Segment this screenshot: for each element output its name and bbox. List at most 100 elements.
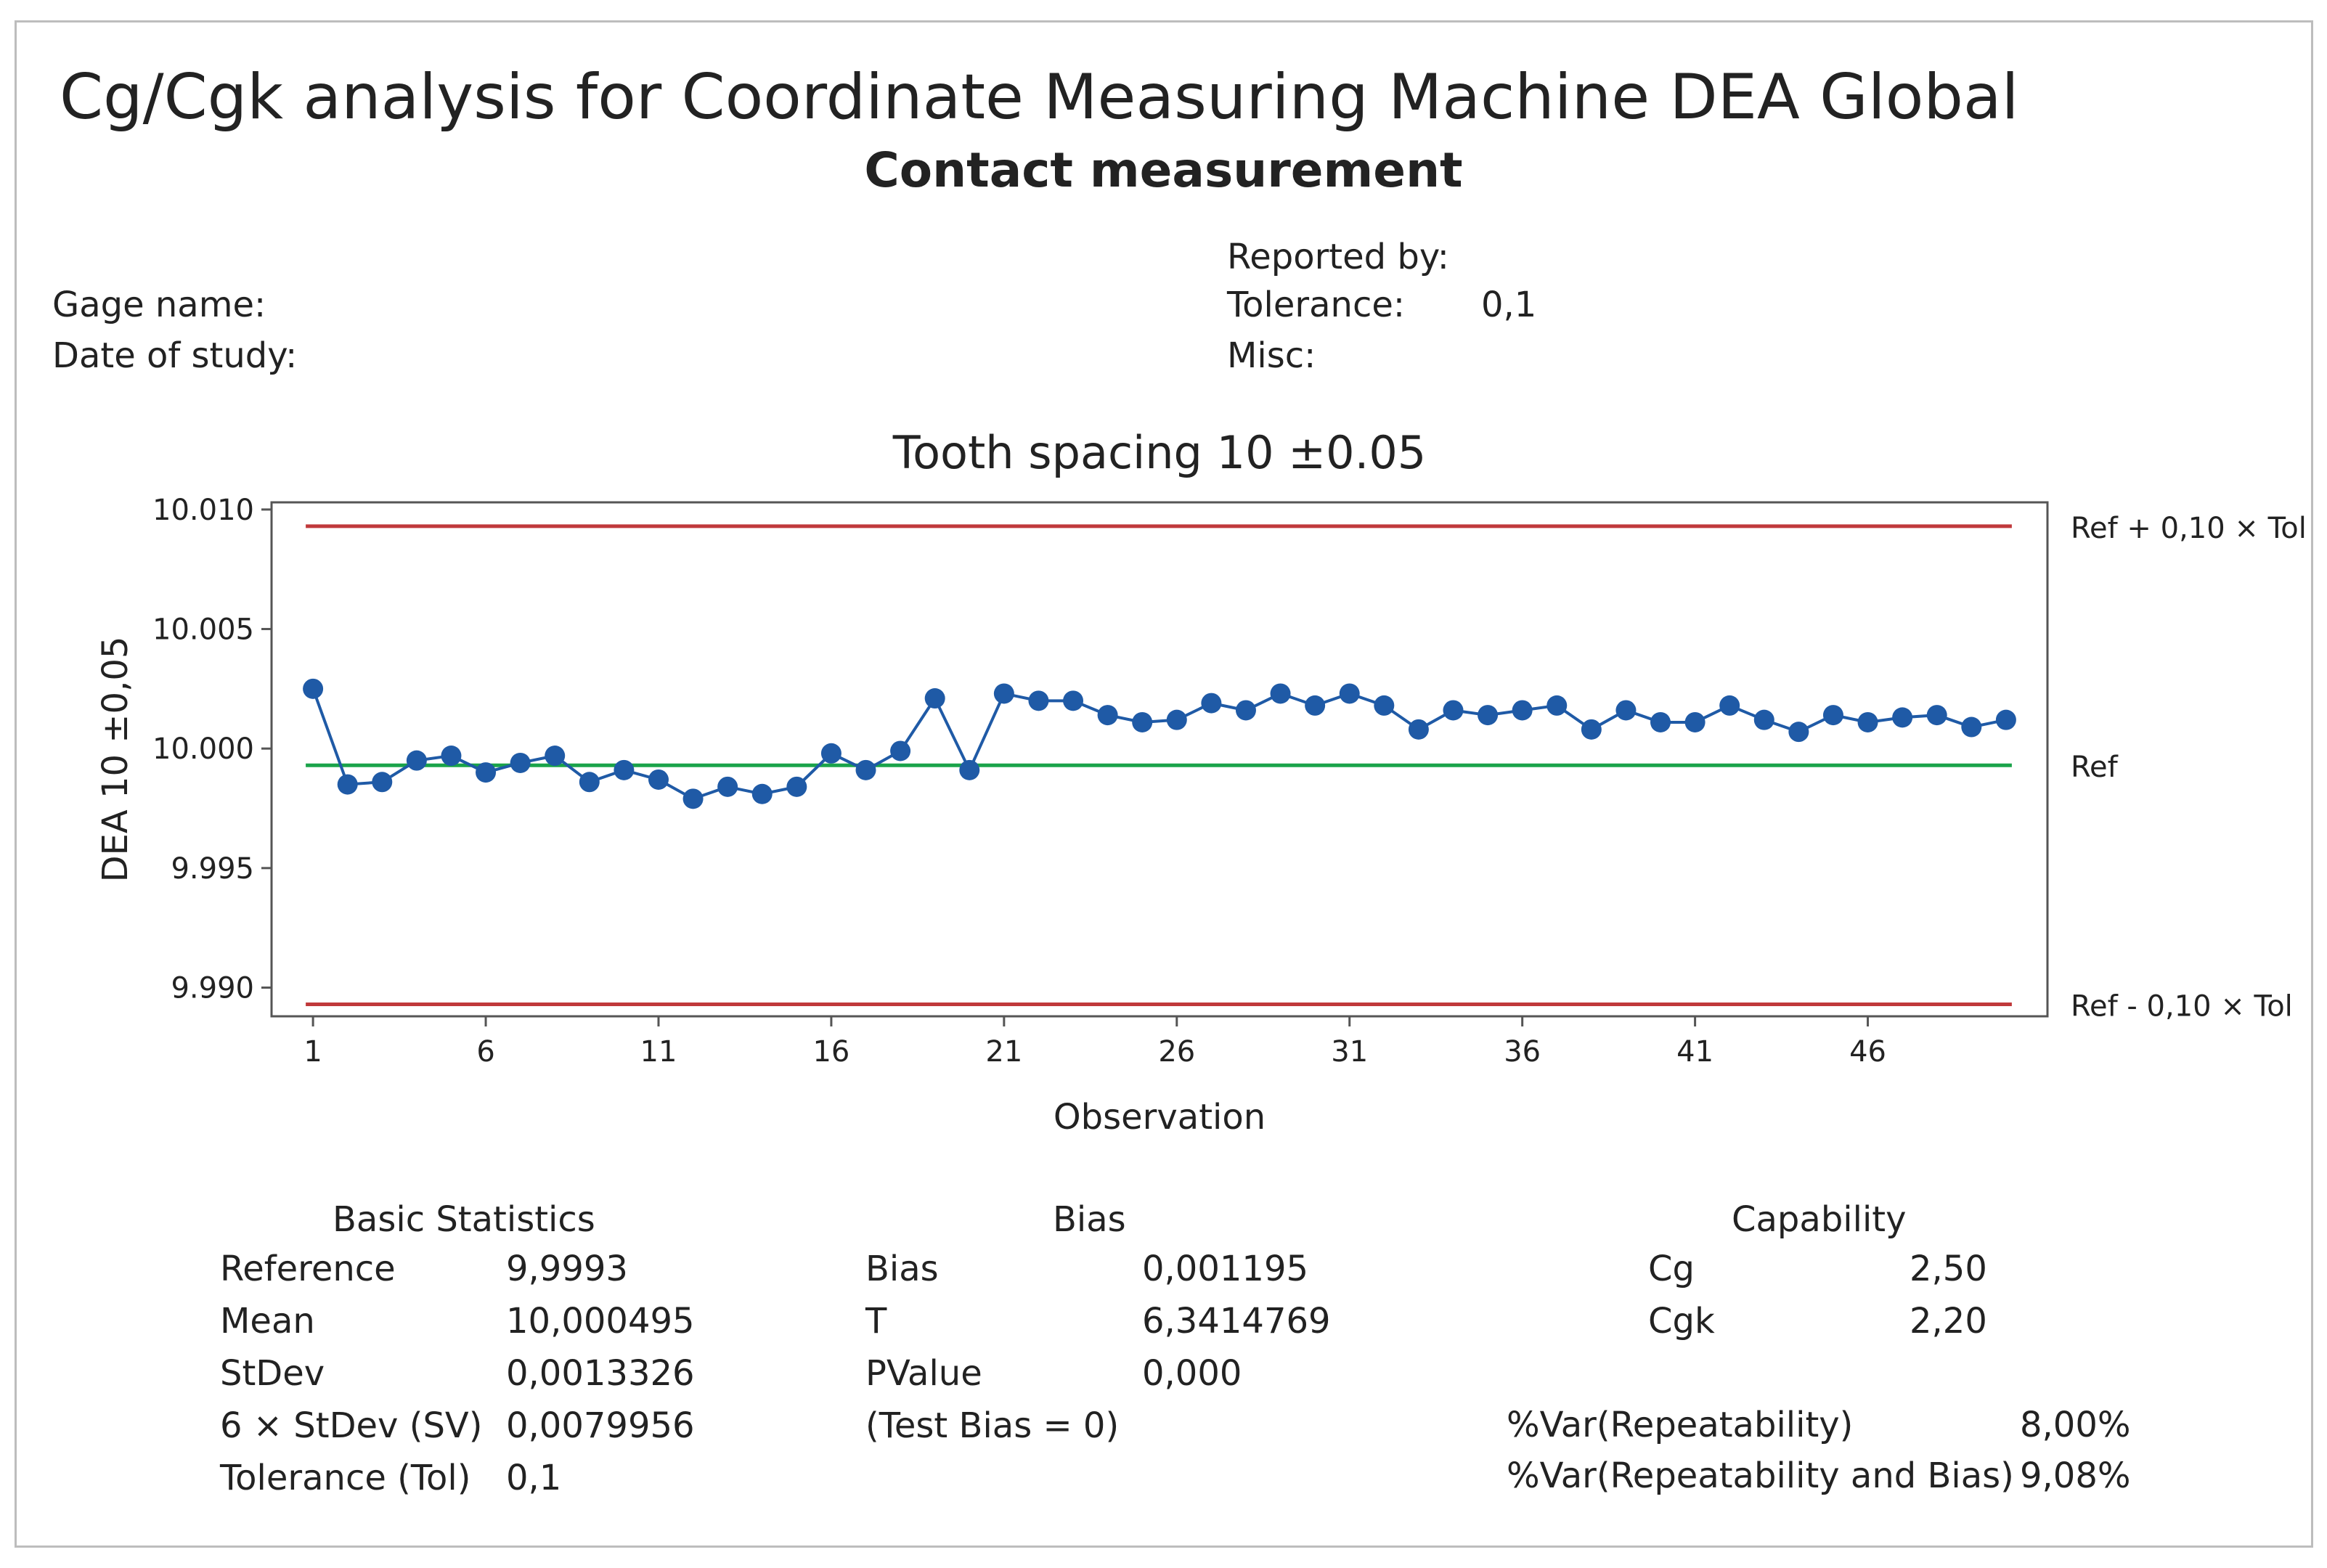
gage-name-label: Gage name: (52, 285, 266, 325)
basic-stat-value: 0,0013326 (506, 1353, 695, 1394)
chart-title: Tooth spacing 10 ±0.05 (892, 426, 1426, 479)
data-point (1892, 707, 1913, 728)
bias-stat-label: Bias (865, 1249, 939, 1289)
y-axis-label: DEA 10 ±0,05 (95, 637, 136, 883)
data-point (372, 772, 393, 793)
capability-value: 2,50 (1910, 1249, 1987, 1289)
data-point (1028, 690, 1049, 711)
basic-stat-label: Tolerance (Tol) (220, 1458, 471, 1498)
bias-stat-value: 0,000 (1142, 1353, 1242, 1394)
x-tick-label: 26 (1158, 1035, 1195, 1069)
data-point (1512, 700, 1533, 721)
data-point (1753, 709, 1774, 730)
data-point (337, 774, 358, 795)
ref-line-label-lower: Ref - 0,10 × Tol (2071, 990, 2293, 1024)
x-tick-label: 31 (1331, 1035, 1368, 1069)
basic-stat-value: 0,1 (506, 1458, 562, 1498)
data-point (1374, 695, 1395, 716)
ref-line-label-ref: Ref (2071, 751, 2119, 784)
basic-stat-label: StDev (220, 1353, 325, 1394)
data-point (510, 752, 531, 773)
data-point (890, 740, 911, 761)
capability-value: 2,20 (1910, 1301, 1987, 1342)
data-point (1478, 705, 1499, 726)
data-point (1719, 695, 1740, 716)
basic-stat-value: 9,9993 (506, 1249, 628, 1289)
data-point (579, 772, 600, 793)
bias-title: Bias (1053, 1199, 1126, 1240)
data-point (1270, 683, 1291, 704)
x-tick-label: 46 (1849, 1035, 1886, 1069)
data-point (1822, 705, 1843, 726)
var-label: %Var(Repeatability) (1507, 1405, 1854, 1445)
misc-label: Misc: (1227, 335, 1316, 376)
data-point (476, 762, 497, 783)
data-point (1546, 695, 1568, 716)
var-value: 9,08% (2020, 1455, 2131, 1496)
capability-title: Capability (1732, 1199, 1907, 1240)
capability-label: Cg (1648, 1249, 1695, 1289)
y-tick-label: 10.005 (152, 613, 254, 647)
data-point (1339, 683, 1360, 704)
x-tick-label: 41 (1676, 1035, 1713, 1069)
x-tick-label: 16 (812, 1035, 849, 1069)
data-point (545, 746, 566, 767)
data-point (1650, 711, 1671, 732)
data-point (993, 683, 1014, 704)
data-point (855, 759, 876, 780)
ref-line-label-upper: Ref + 0,10 × Tol (2071, 512, 2307, 545)
data-point (1235, 700, 1256, 721)
basic-stat-label: 6 × StDev (SV) (220, 1405, 483, 1446)
data-point (820, 743, 841, 764)
basic-stats-title: Basic Statistics (333, 1199, 595, 1240)
basic-stat-value: 0,0079956 (506, 1405, 695, 1446)
data-point (303, 678, 324, 699)
data-point (1097, 705, 1118, 726)
y-tick-label: 10.000 (152, 732, 254, 766)
data-point (1201, 693, 1222, 714)
data-point (1857, 711, 1878, 732)
data-point (1961, 716, 1982, 738)
y-tick-label: 9.990 (171, 971, 254, 1005)
basic-stat-label: Reference (220, 1249, 396, 1289)
y-tick-label: 9.995 (171, 852, 254, 886)
x-tick-label: 21 (985, 1035, 1022, 1069)
x-tick-label: 1 (303, 1035, 322, 1069)
data-point (406, 750, 427, 771)
plot-area (270, 501, 2049, 1018)
data-point (1615, 700, 1637, 721)
x-tick-label: 36 (1504, 1035, 1541, 1069)
data-point (1063, 690, 1084, 711)
x-axis-label: Observation (1054, 1097, 1266, 1138)
x-tick-label: 6 (476, 1035, 494, 1069)
data-point (786, 776, 807, 797)
data-point (1305, 695, 1326, 716)
data-point (924, 688, 945, 709)
report-title: Cg/Cgk analysis for Coordinate Measuring… (60, 61, 2019, 134)
data-point (1132, 711, 1153, 732)
data-point (1408, 719, 1429, 740)
data-point (1443, 700, 1464, 721)
data-point (682, 788, 704, 809)
data-point (1581, 719, 1602, 740)
bias-stat-label: PValue (865, 1353, 982, 1394)
data-point (1788, 722, 1809, 743)
date-of-study-label: Date of study: (52, 335, 298, 376)
var-label: %Var(Repeatability and Bias) (1507, 1455, 2014, 1496)
data-point (1166, 709, 1187, 730)
data-point (751, 783, 773, 804)
data-point (959, 759, 980, 780)
capability-label: Cgk (1648, 1301, 1715, 1342)
data-point (614, 759, 635, 780)
reported-by-label: Reported by: (1227, 237, 1449, 277)
data-point (648, 769, 669, 790)
data-point (1684, 711, 1705, 732)
tolerance-label: Tolerance: (1227, 285, 1406, 325)
x-tick-label: 11 (640, 1035, 677, 1069)
data-point (1995, 709, 2016, 730)
control-chart: Tooth spacing 10 ±0.05 Ref + 0,10 × Tol R… (95, 426, 2307, 1138)
bias-stat-value: 6,3414769 (1142, 1301, 1331, 1342)
basic-stat-label: Mean (220, 1301, 315, 1342)
basic-stat-value: 10,000495 (506, 1301, 695, 1342)
tolerance-value: 0,1 (1481, 285, 1537, 325)
